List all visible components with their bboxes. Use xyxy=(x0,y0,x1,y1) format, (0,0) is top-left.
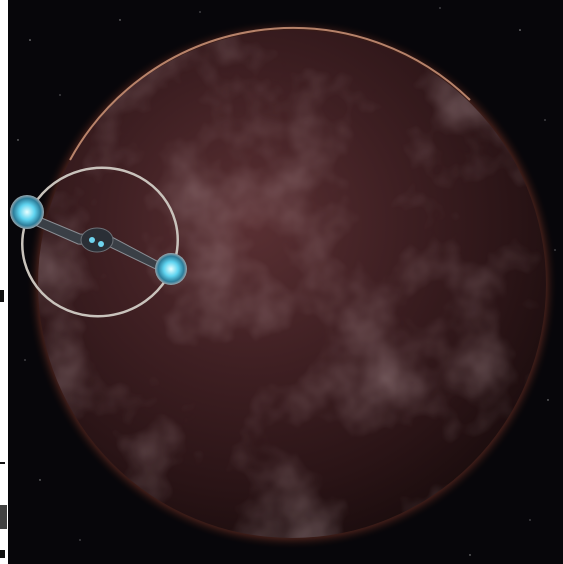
planet-rim-light xyxy=(69,26,471,161)
edge-fragments xyxy=(0,290,7,558)
stars xyxy=(17,7,556,556)
spaceship xyxy=(10,166,187,318)
planet-clouds xyxy=(38,30,546,538)
